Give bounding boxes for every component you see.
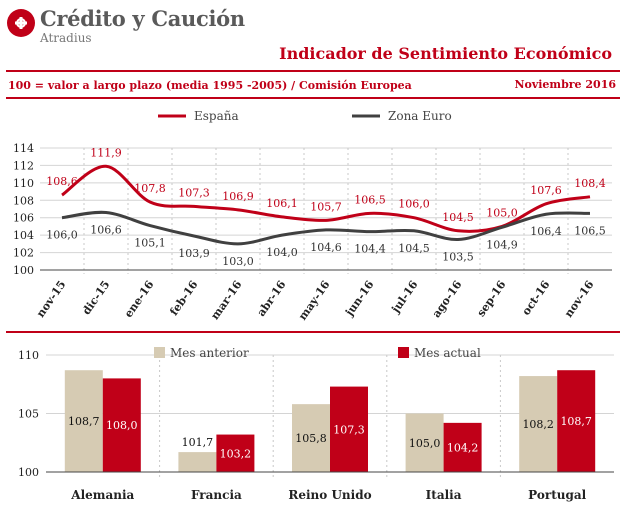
series-line-zona-euro: [61, 210, 591, 246]
y-tick-label: 110: [18, 349, 39, 362]
y-tick-label: 114: [13, 142, 34, 155]
x-tick-label: Francia: [191, 488, 242, 502]
logo-mark-icon: [7, 9, 35, 37]
y-tick-label: 112: [13, 159, 34, 172]
data-label-mes-anterior: 108,2: [522, 418, 554, 431]
bar-mes-anterior: [519, 376, 558, 472]
data-label-espana: 106,1: [266, 197, 298, 210]
bar-mes-anterior: [64, 370, 103, 472]
data-label-mes-actual: 107,3: [333, 423, 365, 436]
data-label-espana: 111,9: [90, 146, 122, 159]
data-label-mes-actual: 108,0: [106, 419, 138, 432]
data-label-zona-euro: 103,0: [222, 255, 254, 268]
data-label-zona-euro: 103,5: [442, 251, 474, 264]
data-label-espana: 107,8: [134, 182, 166, 195]
data-label-mes-anterior: 105,8: [295, 432, 327, 445]
data-label-espana: 106,0: [398, 198, 430, 211]
subtitle-rule: [6, 97, 620, 99]
data-label-zona-euro: 104,9: [486, 238, 518, 251]
data-label-mes-actual: 108,7: [560, 415, 592, 428]
data-label-mes-anterior: 108,7: [68, 415, 100, 428]
x-tick-label: Portugal: [528, 488, 586, 502]
title-rule: [6, 70, 620, 72]
y-tick-label: 106: [13, 212, 34, 225]
bar-mes-actual: [443, 422, 482, 472]
data-label-zona-euro: 106,0: [46, 229, 78, 242]
bar-mes-actual: [557, 370, 596, 472]
data-label-espana: 106,5: [354, 193, 386, 206]
data-label-espana: 107,6: [530, 184, 562, 197]
section-rule: [6, 331, 620, 333]
bar-mes-anterior: [405, 413, 444, 472]
data-label-zona-euro: 103,9: [178, 247, 210, 260]
x-tick-label: Italia: [426, 488, 462, 502]
y-tick-label: 100: [13, 264, 34, 277]
data-label-espana: 106,9: [222, 190, 254, 203]
data-label-zona-euro: 106,4: [530, 225, 562, 238]
data-label-espana: 105,7: [310, 200, 342, 213]
x-tick-label: Alemania: [70, 488, 134, 502]
legend-label-zona-euro: Zona Euro: [388, 109, 452, 123]
data-label-espana: 108,4: [574, 177, 606, 190]
y-tick-label: 108: [13, 194, 34, 207]
data-label-mes-anterior: 105,0: [409, 437, 441, 450]
data-label-zona-euro: 104,0: [266, 246, 298, 259]
logo-subtitle: Atradius: [40, 31, 92, 45]
data-label-zona-euro: 106,5: [574, 224, 606, 237]
legend-label-mes-anterior: Mes anterior: [170, 346, 249, 360]
bar-mes-actual: [102, 378, 141, 472]
bar-mes-anterior: [292, 404, 330, 472]
brand-logo: Crédito y Caución Atradius: [6, 2, 245, 48]
y-tick-label: 102: [13, 247, 34, 260]
data-label-espana: 108,6: [46, 175, 78, 188]
y-tick-label: 105: [18, 408, 39, 421]
data-label-zona-euro: 106,6: [90, 223, 122, 236]
page-title: Indicador de Sentimiento Económico: [279, 44, 612, 63]
logo-name: Crédito y Caución: [40, 6, 245, 31]
legend-label-espana: España: [194, 109, 239, 123]
data-label-mes-actual: 104,2: [447, 441, 479, 454]
y-tick-label: 104: [13, 229, 34, 242]
y-tick-label: 100: [18, 466, 39, 479]
legend-swatch-mes-anterior: [154, 347, 165, 358]
chart-subtitle: 100 = valor a largo plazo (media 1995 -2…: [8, 79, 412, 92]
data-label-mes-anterior: 101,7: [182, 436, 214, 449]
bar-mes-actual: [330, 386, 368, 472]
data-label-zona-euro: 104,6: [310, 241, 342, 254]
data-label-espana: 104,5: [442, 211, 474, 224]
legend-label-mes-actual: Mes actual: [414, 346, 481, 360]
data-label-espana: 105,0: [486, 206, 518, 219]
data-label-mes-actual: 103,2: [220, 447, 252, 460]
bar-mes-anterior: [178, 452, 217, 472]
data-label-zona-euro: 104,4: [354, 243, 386, 256]
data-label-espana: 107,3: [178, 186, 210, 199]
report-date: Noviembre 2016: [514, 78, 616, 91]
data-label-zona-euro: 105,1: [134, 237, 166, 250]
x-tick-label: Reino Unido: [288, 488, 371, 502]
y-tick-label: 110: [13, 177, 34, 190]
legend-swatch-mes-actual: [398, 347, 409, 358]
data-label-zona-euro: 104,5: [398, 242, 430, 255]
bar-mes-actual: [216, 434, 255, 472]
